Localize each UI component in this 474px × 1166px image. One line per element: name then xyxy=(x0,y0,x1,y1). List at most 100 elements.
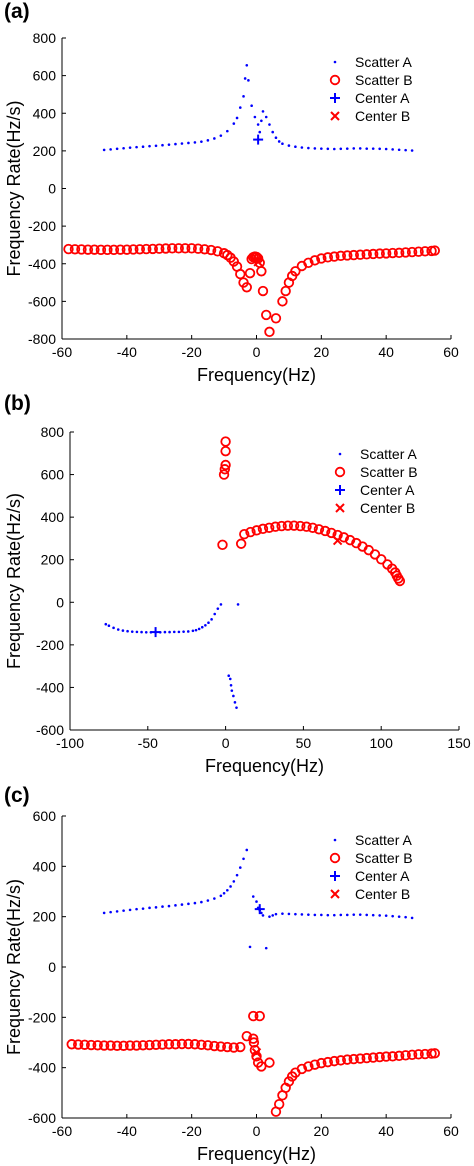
data-point xyxy=(342,1054,353,1065)
y-axis-label: Frequency Rate(Hz/s) xyxy=(4,879,24,1055)
scatter-plot-a: -60 -40 -20 0 20 40 60-800-600-400-20002004006… xyxy=(4,30,459,385)
data-point xyxy=(300,146,304,149)
data-point xyxy=(242,857,245,861)
legend-marker xyxy=(333,60,337,64)
data-point xyxy=(352,913,356,916)
data-point xyxy=(243,77,247,80)
data-point xyxy=(245,848,249,852)
data-point xyxy=(154,243,165,254)
data-point xyxy=(89,244,100,255)
data-point xyxy=(206,139,210,142)
data-point xyxy=(218,469,230,480)
y-tick-label: -600 xyxy=(36,722,64,738)
data-point xyxy=(135,630,139,634)
data-point xyxy=(228,1042,240,1053)
x-tick-label: -60 xyxy=(52,344,72,360)
data-point xyxy=(148,906,151,910)
panel-c: (c) -60 -40 -20 0 20 40 60 -600 -400 -200 0 200 400 6… xyxy=(0,784,474,1166)
series-scatter-b xyxy=(63,243,440,338)
data-point xyxy=(307,522,318,533)
y-tick-label: 600 xyxy=(41,467,65,483)
data-point xyxy=(121,629,125,632)
data-point xyxy=(371,147,375,150)
legend-label: Center A xyxy=(355,868,410,884)
data-point xyxy=(303,257,314,269)
legend-marker xyxy=(335,485,345,495)
data-point xyxy=(209,1040,220,1052)
data-point xyxy=(168,630,171,634)
legend-marker xyxy=(333,838,337,842)
data-point xyxy=(429,1048,440,1059)
data-point xyxy=(268,123,271,126)
data-point xyxy=(345,147,349,150)
series-scatter-a xyxy=(104,603,240,709)
data-point xyxy=(135,145,138,149)
data-point xyxy=(191,629,195,633)
data-point xyxy=(413,246,424,257)
data-point xyxy=(358,147,362,150)
legend-marker xyxy=(334,466,346,478)
x-tick-label: 60 xyxy=(443,1123,459,1139)
data-point xyxy=(274,136,278,140)
data-point xyxy=(124,1040,136,1051)
data-point xyxy=(239,528,250,540)
data-point xyxy=(207,621,210,625)
data-point xyxy=(131,1040,142,1051)
legend-marker xyxy=(330,871,340,881)
data-point xyxy=(320,147,323,150)
data-points xyxy=(63,63,440,338)
data-point xyxy=(161,905,164,908)
data-point xyxy=(176,1038,188,1050)
data-point xyxy=(116,628,120,631)
data-point xyxy=(206,899,210,902)
data-points xyxy=(66,848,440,1117)
x-axis-label: Frequency(Hz) xyxy=(205,756,324,776)
data-point xyxy=(329,1055,340,1067)
data-point xyxy=(134,244,146,255)
legend-label: Scatter A xyxy=(355,832,412,848)
data-point xyxy=(226,129,229,133)
data-point xyxy=(147,243,158,255)
data-point xyxy=(378,147,381,151)
data-point xyxy=(242,95,245,98)
data-point xyxy=(154,144,158,148)
data-point xyxy=(342,250,353,261)
data-point xyxy=(244,267,256,279)
data-point xyxy=(400,1050,411,1061)
x-axis-label: Frequency(Hz) xyxy=(197,365,316,385)
data-point xyxy=(230,689,234,692)
data-point xyxy=(197,627,201,631)
data-point xyxy=(232,880,236,883)
data-point xyxy=(172,630,176,634)
data-point xyxy=(213,612,217,616)
scatter-plot-b: -100 -50 0 50 100 150 -600 -400 -200 0 200 400 600 80… xyxy=(4,424,471,776)
data-point xyxy=(233,701,237,704)
legend-label: Center B xyxy=(355,108,410,124)
data-point xyxy=(187,902,190,906)
data-point xyxy=(329,251,340,262)
data-point xyxy=(287,144,291,147)
data-point xyxy=(335,1055,346,1066)
data-point xyxy=(333,147,336,151)
data-point xyxy=(229,684,233,687)
data-point xyxy=(393,1050,405,1062)
data-point xyxy=(296,1063,308,1075)
data-point xyxy=(365,913,369,917)
y-tick-label: -600 xyxy=(28,1110,56,1126)
data-point xyxy=(294,912,297,916)
legend: Scatter A Scatter B Center A Center B xyxy=(329,832,413,902)
data-point xyxy=(397,148,401,152)
data-point xyxy=(235,1041,246,1053)
data-point xyxy=(247,79,250,82)
data-point xyxy=(288,520,300,531)
data-point xyxy=(227,674,231,678)
x-tick-label: -60 xyxy=(52,1123,72,1139)
data-point xyxy=(248,1010,259,1022)
data-point xyxy=(369,549,381,560)
data-point xyxy=(276,520,287,532)
data-point xyxy=(130,630,134,633)
data-point xyxy=(118,1040,129,1051)
data-point xyxy=(358,913,362,916)
x-tick-label: 40 xyxy=(378,344,394,360)
data-point xyxy=(232,694,235,698)
